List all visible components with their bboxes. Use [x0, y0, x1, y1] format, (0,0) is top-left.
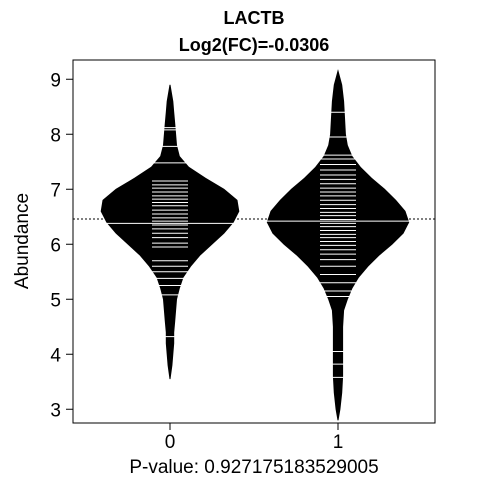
chart-subtitle: Log2(FC)=-0.0306	[179, 35, 330, 55]
x-axis-label: P-value: 0.927175183529005	[129, 457, 378, 478]
beans-layer	[73, 69, 435, 421]
chart-title: LACTB	[224, 8, 285, 28]
bean-shape-0	[100, 84, 240, 380]
y-tick-label: 8	[50, 125, 61, 146]
y-tick-label: 5	[50, 290, 61, 311]
x-tick-label: 0	[165, 432, 176, 453]
y-axis-label: Abundance	[12, 193, 33, 289]
y-tick-label: 3	[50, 400, 61, 421]
y-tick-label: 6	[50, 235, 61, 256]
x-tick-label: 1	[333, 432, 344, 453]
y-tick-label: 9	[50, 70, 61, 91]
y-tick-label: 4	[50, 345, 61, 366]
plot-frame	[72, 59, 436, 424]
axes-layer: 3 4 5 6 7 8 9 0 1	[50, 70, 343, 453]
y-tick-label: 7	[50, 180, 61, 201]
